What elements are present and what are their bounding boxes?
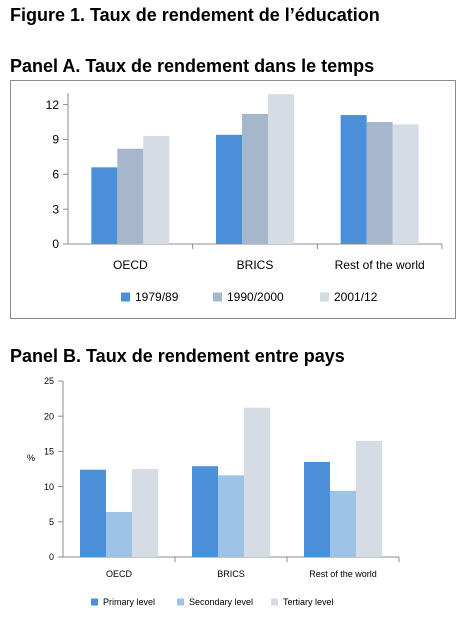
- panel-a-y-tick-label: 3: [52, 202, 59, 216]
- panel-a-category-label: BRICS: [237, 258, 274, 272]
- panel-b-bar: [244, 407, 270, 557]
- panel-b-category-label: OECD: [106, 569, 133, 579]
- figure-title: Figure 1. Taux de rendement de l’éducati…: [10, 5, 380, 25]
- panel-b-bar: [218, 475, 244, 557]
- panel-b-category-label: BRICS: [217, 569, 245, 579]
- panel-b-bar: [192, 466, 218, 557]
- panel-a-legend-label: 2001/12: [334, 290, 378, 304]
- panel-a-y-tick-label: 6: [52, 168, 59, 182]
- panel-a-legend-label: 1979/89: [135, 290, 179, 304]
- panel-a-bar: [91, 167, 118, 244]
- panel-a-bar: [216, 134, 242, 244]
- panel-a-y-tick-label: 12: [46, 98, 60, 112]
- panel-a-category-label: OECD: [113, 258, 148, 272]
- panel-b-bar: [304, 461, 330, 557]
- panel-a-bar: [340, 115, 367, 244]
- panel-b-y-axis-label: %: [27, 453, 35, 463]
- panel-b-y-tick-label: 10: [44, 482, 54, 492]
- panel-a-bar: [268, 94, 294, 245]
- panel-b-legend-label: Tertiary level: [283, 597, 334, 607]
- panel-a-legend-swatch: [121, 292, 130, 302]
- panel-b-legend-swatch: [271, 598, 278, 606]
- panel-b-bar: [330, 490, 356, 557]
- panel-b-legend-label: Secondary level: [189, 597, 253, 607]
- panel-b-bar: [132, 469, 158, 557]
- panel-b-legend-label: Primary level: [103, 597, 155, 607]
- panel-b-bar: [80, 469, 106, 557]
- panel-a-bar: [143, 135, 170, 244]
- panel-a-bar: [117, 148, 144, 244]
- panel-b-y-tick-label: 15: [44, 447, 54, 457]
- panel-a-category-label: Rest of the world: [335, 258, 425, 272]
- panel-a-y-tick-label: 9: [52, 133, 59, 147]
- panel-b-category-label: Rest of the world: [309, 569, 377, 579]
- panel-a-legend-label: 1990/2000: [227, 290, 284, 304]
- panel-a-bar: [392, 124, 419, 244]
- panel-a-frame: [10, 80, 456, 319]
- panel-a-bar: [366, 122, 393, 244]
- panel-a-legend-swatch: [213, 292, 222, 302]
- panel-b-legend-swatch: [177, 598, 184, 606]
- panel-b-legend-swatch: [91, 598, 98, 606]
- panel-b-y-tick-label: 0: [49, 552, 54, 562]
- panel-b-y-tick-label: 20: [44, 411, 54, 421]
- panel-b-y-tick-label: 25: [44, 376, 54, 386]
- panel-a-y-tick-label: 0: [52, 237, 59, 251]
- panel-a-title: Panel A. Taux de rendement dans le temps: [10, 56, 375, 76]
- panel-a-legend-swatch: [320, 292, 329, 302]
- panel-a-bar: [242, 113, 268, 245]
- panel-b-title: Panel B. Taux de rendement entre pays: [10, 346, 345, 366]
- panel-b-y-tick-label: 5: [49, 517, 54, 527]
- panel-b-bar: [356, 440, 382, 557]
- panel-b-bar: [106, 511, 132, 557]
